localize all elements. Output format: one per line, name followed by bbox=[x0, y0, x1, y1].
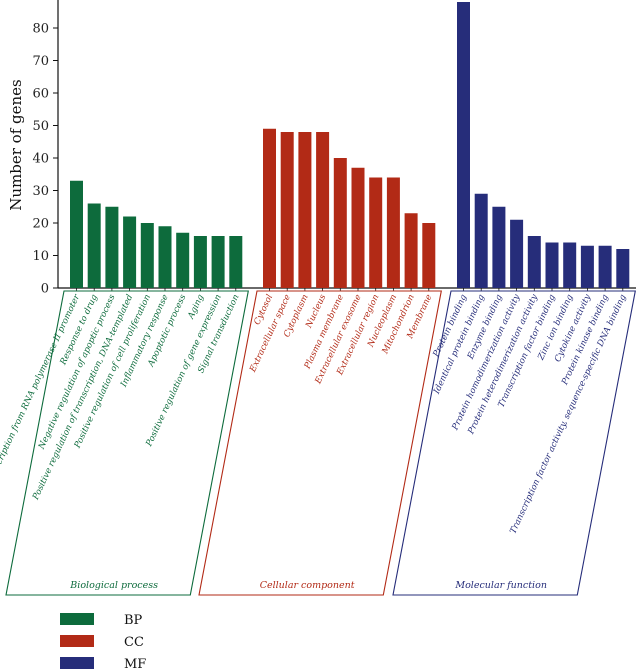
bar-mf-3 bbox=[510, 219, 524, 288]
bar-cc-6 bbox=[369, 177, 383, 288]
y-tick-label: 30 bbox=[32, 184, 49, 199]
bar-mf-8 bbox=[598, 245, 612, 288]
y-tick-label: 10 bbox=[32, 249, 49, 264]
bar-bp-8 bbox=[211, 236, 225, 288]
bar-cc-7 bbox=[386, 177, 400, 288]
bar-cc-3 bbox=[316, 132, 330, 288]
bar-bp-5 bbox=[158, 226, 172, 288]
bracket-cc bbox=[198, 290, 442, 596]
axes: 0 10 20 30 40 50 60 70 80 Number of genes bbox=[7, 0, 636, 297]
y-tick-label: 0 bbox=[41, 282, 49, 297]
bar-cc-2 bbox=[298, 132, 312, 288]
bar-bp-6 bbox=[176, 232, 190, 288]
bar-mf-5 bbox=[545, 242, 559, 288]
legend-label-bp: BP bbox=[124, 613, 143, 628]
bracket-mf bbox=[392, 290, 636, 596]
y-tick-label: 80 bbox=[32, 22, 49, 37]
bar-cc-5 bbox=[351, 167, 365, 288]
bar-mf-0 bbox=[457, 2, 470, 288]
y-tick-label: 50 bbox=[32, 119, 49, 134]
bar-mf-7 bbox=[580, 245, 594, 288]
bracket-bp bbox=[5, 290, 249, 596]
bar-bp-3 bbox=[123, 216, 137, 288]
y-tick-label: 60 bbox=[32, 87, 49, 102]
legend-label-cc: CC bbox=[124, 635, 144, 650]
bar-cc-4 bbox=[333, 158, 347, 288]
bar-cc-1 bbox=[280, 132, 294, 288]
y-axis-label: Number of genes bbox=[7, 79, 25, 211]
bar-mf-2 bbox=[492, 206, 506, 288]
bar-cc-9 bbox=[422, 223, 436, 288]
bar-cc-8 bbox=[404, 213, 418, 288]
group-brackets: Biological process Cellular component Mole… bbox=[5, 290, 636, 596]
legend-swatch-bp bbox=[60, 613, 94, 625]
bars bbox=[70, 2, 630, 288]
y-tick-label: 20 bbox=[32, 217, 49, 232]
bar-mf-6 bbox=[563, 242, 577, 288]
bar-bp-0 bbox=[70, 180, 83, 288]
bar-bp-9 bbox=[229, 236, 243, 288]
group-label-cc: Cellular component bbox=[260, 580, 355, 591]
legend-swatch-mf bbox=[60, 657, 94, 669]
legend-label-mf: MF bbox=[124, 657, 146, 671]
bar-bp-2 bbox=[105, 206, 119, 288]
legend: BP CC MF bbox=[60, 613, 146, 671]
category-labels: Positive regulation of transcription fro… bbox=[0, 292, 629, 574]
bar-bp-7 bbox=[193, 236, 207, 288]
legend-swatch-cc bbox=[60, 635, 94, 647]
group-label-bp: Biological process bbox=[69, 580, 158, 591]
bar-mf-1 bbox=[474, 193, 488, 288]
bar-mf-9 bbox=[616, 249, 630, 288]
bar-bp-1 bbox=[87, 203, 101, 288]
y-tick-label: 40 bbox=[32, 152, 49, 167]
y-tick-label: 70 bbox=[32, 54, 49, 69]
bar-cc-0 bbox=[263, 128, 276, 288]
bar-bp-4 bbox=[140, 223, 154, 288]
group-label-mf: Molecular function bbox=[454, 580, 547, 591]
bar-mf-4 bbox=[527, 236, 541, 288]
